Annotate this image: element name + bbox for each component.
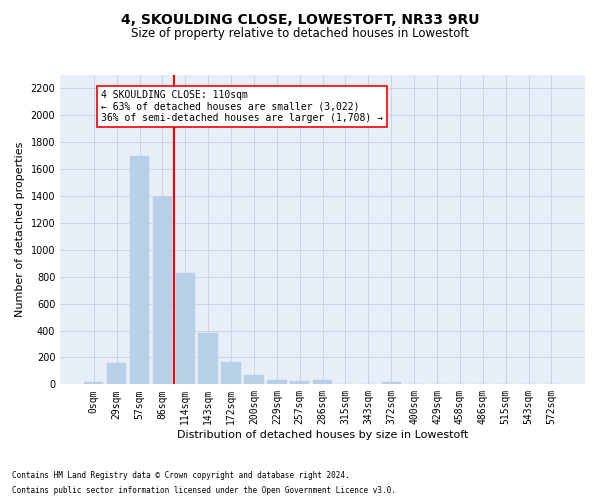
- Text: 4 SKOULDING CLOSE: 110sqm
← 63% of detached houses are smaller (3,022)
36% of se: 4 SKOULDING CLOSE: 110sqm ← 63% of detac…: [101, 90, 383, 123]
- Y-axis label: Number of detached properties: Number of detached properties: [15, 142, 25, 318]
- Text: Contains public sector information licensed under the Open Government Licence v3: Contains public sector information licen…: [12, 486, 396, 495]
- Text: Contains HM Land Registry data © Crown copyright and database right 2024.: Contains HM Land Registry data © Crown c…: [12, 471, 350, 480]
- Bar: [176, 272, 195, 384]
- Bar: [199, 332, 218, 384]
- Bar: [382, 382, 401, 384]
- Bar: [107, 364, 127, 384]
- Bar: [152, 196, 172, 384]
- Text: Size of property relative to detached houses in Lowestoft: Size of property relative to detached ho…: [131, 28, 469, 40]
- Bar: [244, 375, 263, 384]
- Bar: [313, 380, 332, 384]
- X-axis label: Distribution of detached houses by size in Lowestoft: Distribution of detached houses by size …: [177, 430, 468, 440]
- Bar: [267, 380, 287, 384]
- Text: 4, SKOULDING CLOSE, LOWESTOFT, NR33 9RU: 4, SKOULDING CLOSE, LOWESTOFT, NR33 9RU: [121, 12, 479, 26]
- Bar: [221, 362, 241, 384]
- Bar: [290, 380, 310, 384]
- Bar: [84, 382, 103, 384]
- Bar: [130, 156, 149, 384]
